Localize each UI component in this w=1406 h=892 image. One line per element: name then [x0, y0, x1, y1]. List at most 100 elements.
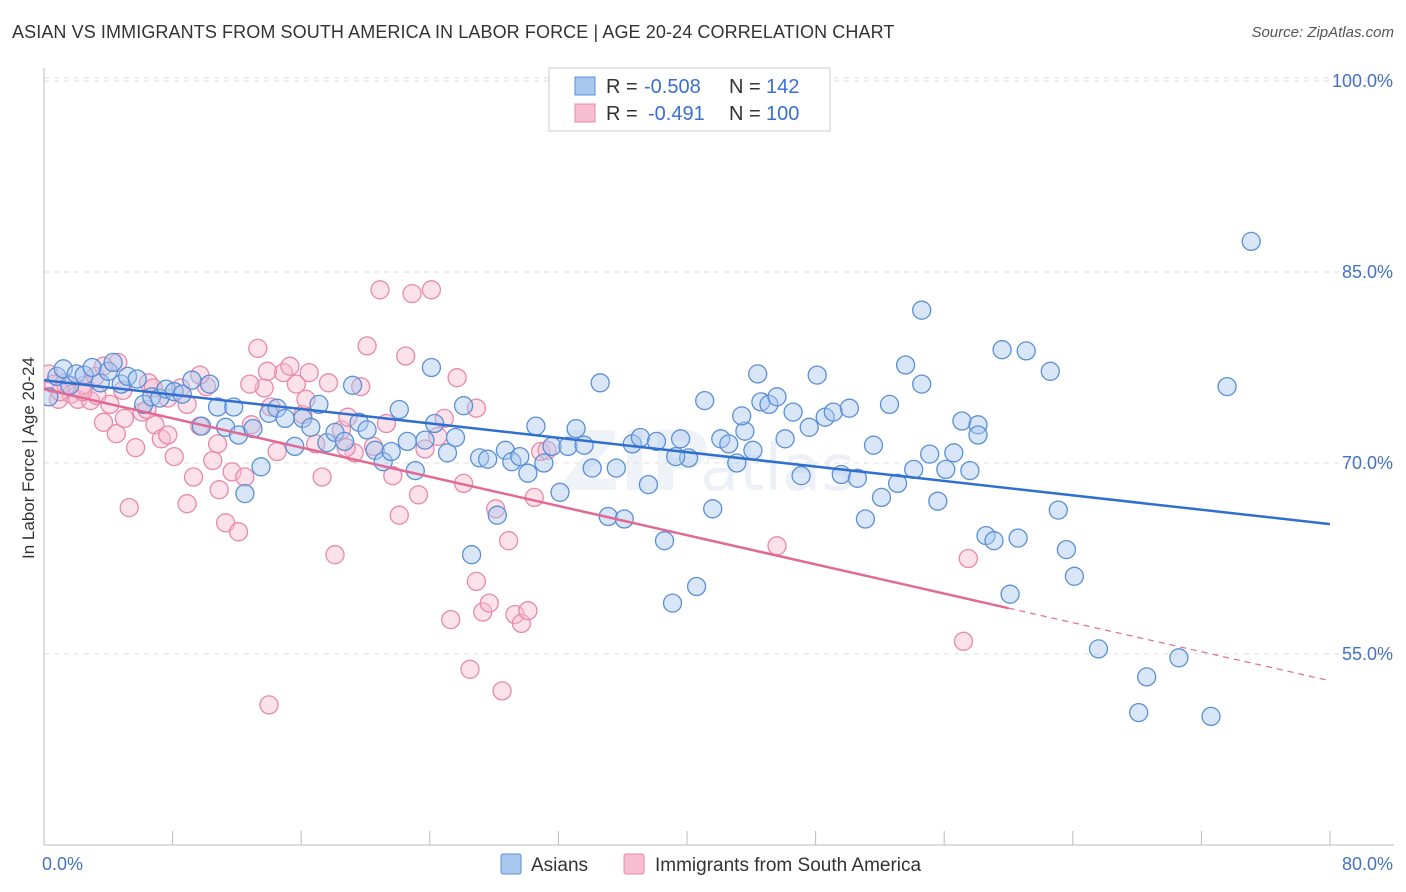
asians-point-22: [207, 397, 228, 417]
y-axis-label: In Labor Force | Age 20-24: [19, 357, 38, 559]
immigrants-point-56: [396, 346, 416, 366]
immigrants-point-96: [114, 408, 135, 429]
asians-point-31: [275, 408, 295, 429]
asians-point-102: [847, 468, 868, 488]
asians-point-96: [799, 417, 819, 437]
series-asians-points: [44, 231, 1261, 727]
asians-point-51: [437, 443, 458, 463]
immigrants-point-23: [183, 467, 204, 487]
immigrants-point-62: [434, 408, 454, 429]
asians-point-92: [767, 387, 787, 407]
y-tick-label-1: 70.0%: [1342, 453, 1393, 473]
asians-point-79: [662, 593, 683, 613]
asians-point-105: [871, 487, 892, 508]
asians-point-84: [703, 499, 723, 519]
immigrants-point-26: [203, 450, 223, 471]
immigrants-point-49: [351, 376, 371, 397]
immigrants-point-67: [466, 571, 487, 592]
immigrants-point-63: [441, 609, 461, 630]
asians-point-9: [103, 352, 123, 373]
asians-point-115: [952, 411, 972, 431]
immigrants-point-45: [325, 545, 345, 565]
asians-point-80: [670, 429, 691, 449]
asians-point-49: [421, 357, 442, 378]
y-tick-label-2: 85.0%: [1342, 262, 1393, 282]
asians-point-82: [686, 576, 707, 597]
asians-point-104: [863, 435, 884, 455]
asians-point-108: [895, 355, 916, 375]
immigrants-point-81: [240, 374, 260, 394]
immigrants-point-60: [421, 280, 442, 300]
asians-point-93: [775, 429, 795, 449]
asians-point-123: [1016, 341, 1036, 361]
asians-point-136: [1040, 361, 1060, 381]
immigrants-point-14: [125, 438, 146, 458]
asians-point-63: [534, 453, 554, 473]
immigrants-point-80: [259, 695, 279, 715]
asians-point-117: [968, 415, 988, 435]
immigrants-point-34: [254, 378, 274, 398]
immigrants-point-54: [383, 466, 403, 486]
asians-point-41: [357, 420, 377, 440]
immigrants-point-41: [299, 362, 319, 383]
immigrants-point-66: [460, 659, 480, 679]
asians-point-121: [1000, 584, 1020, 604]
asians-point-130: [1169, 648, 1189, 668]
asians-point-125: [1056, 539, 1077, 560]
asians-point-58: [495, 440, 516, 460]
asians-point-112: [928, 491, 948, 511]
asians-point-66: [558, 436, 578, 457]
asians-point-8: [98, 361, 118, 381]
asians-point-44: [381, 441, 401, 462]
asians-point-19: [182, 370, 202, 390]
asians-point-38: [334, 431, 355, 452]
gridlines: [44, 77, 1394, 655]
asians-point-46: [397, 431, 417, 452]
immigrants-point-64: [447, 368, 467, 388]
immigrants-point-89: [177, 494, 197, 514]
immigrants-point-30: [228, 522, 249, 542]
bottom-legend-swatch-immigrants: [623, 853, 645, 875]
asians-point-6: [82, 357, 102, 378]
immigrants-point-69: [479, 593, 499, 613]
x-tick-labels: 0.0% 80.0%: [42, 854, 1393, 874]
asians-point-94: [783, 402, 803, 422]
immigrants-point-70: [486, 499, 506, 519]
x-tick-label-1: 80.0%: [1342, 854, 1393, 874]
asians-point-95: [791, 466, 811, 486]
asians-point-99: [823, 402, 843, 422]
legend-swatch-asians: [574, 76, 596, 96]
asians-point-134: [912, 300, 932, 320]
immigrants-point-27: [209, 480, 229, 500]
asians-point-129: [1137, 667, 1157, 687]
asians-point-28: [251, 457, 271, 477]
y-tick-labels: 55.0% 70.0% 85.0% 100.0%: [1332, 71, 1393, 664]
asians-point-65: [550, 482, 570, 502]
asians-point-126: [1064, 566, 1085, 586]
axes: [43, 68, 1394, 846]
asians-point-131: [1201, 706, 1221, 727]
immigrants-point-36: [267, 441, 287, 462]
immigrants-point-39: [286, 374, 307, 394]
asians-point-124: [1048, 500, 1068, 520]
immigrants-point-17: [145, 415, 165, 435]
asians-point-55: [469, 448, 490, 468]
chart-source: Source: ZipAtlas.com: [1251, 24, 1394, 41]
asians-point-64: [542, 436, 562, 457]
correlation-legend: R = -0.508 N = 142 R = -0.491 N = 100: [548, 67, 831, 132]
asians-point-61: [518, 463, 538, 483]
asians-point-21: [199, 374, 220, 394]
asians-point-128: [1129, 702, 1149, 723]
trend-lines: [43, 378, 1331, 682]
asians-point-62: [526, 416, 546, 436]
asians-point-103: [855, 509, 876, 529]
asians-point-48: [415, 430, 435, 450]
asians-point-34: [301, 417, 321, 437]
immigrants-point-77: [531, 441, 551, 462]
asians-point-113: [936, 459, 956, 480]
y-tick-label-3: 100.0%: [1332, 71, 1393, 91]
immigrants-point-79: [767, 536, 787, 556]
asians-point-57: [487, 505, 507, 525]
immigrants-point-71: [492, 681, 512, 701]
